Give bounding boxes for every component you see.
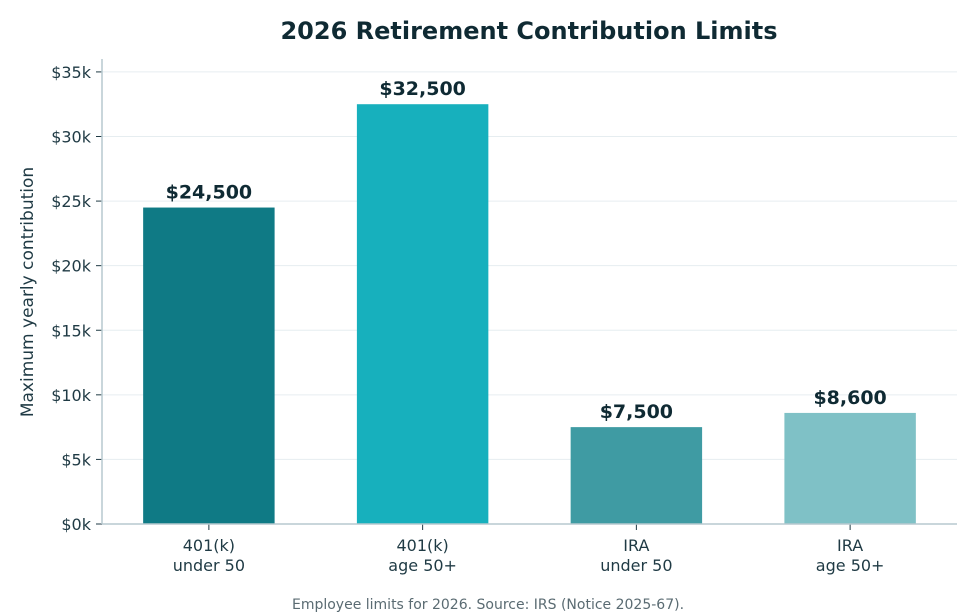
x-tick-label: under 50 (600, 556, 672, 575)
x-tick-label: age 50+ (388, 556, 457, 575)
x-tick-label: IRA (623, 536, 649, 555)
x-tick-label: age 50+ (816, 556, 885, 575)
y-axis-label: Maximum yearly contribution (18, 167, 38, 417)
bar (570, 427, 703, 524)
x-tick-label: 401(k) (396, 536, 448, 555)
x-tick-label: IRA (837, 536, 863, 555)
x-tick-label: under 50 (173, 556, 245, 575)
bar (356, 104, 489, 524)
footnote: Employee limits for 2026. Source: IRS (N… (292, 597, 684, 612)
y-tick-label: $20k (51, 257, 92, 276)
y-tick-label: $35k (51, 63, 92, 82)
y-tick-label: $30k (51, 128, 92, 147)
data-label: $24,500 (166, 182, 253, 204)
data-label: $32,500 (379, 78, 466, 100)
y-tick-label: $5k (61, 450, 91, 469)
x-tick-label: 401(k) (183, 536, 235, 555)
y-tick-label: $0k (61, 515, 91, 534)
y-axis-ticks: $0k $5k $10k $15k $20k $25k $30k $35k (51, 63, 102, 534)
y-tick-label: $10k (51, 386, 92, 405)
chart-title: 2026 Retirement Contribution Limits (280, 17, 777, 45)
y-tick-label: $15k (51, 321, 92, 340)
data-label: $8,600 (813, 387, 886, 409)
y-tick-label: $25k (51, 192, 92, 211)
data-labels: $24,500 $32,500 $7,500 $8,600 (166, 78, 887, 423)
bars (143, 104, 916, 524)
data-label: $7,500 (600, 401, 673, 423)
bar (784, 412, 916, 524)
bar (143, 207, 275, 524)
